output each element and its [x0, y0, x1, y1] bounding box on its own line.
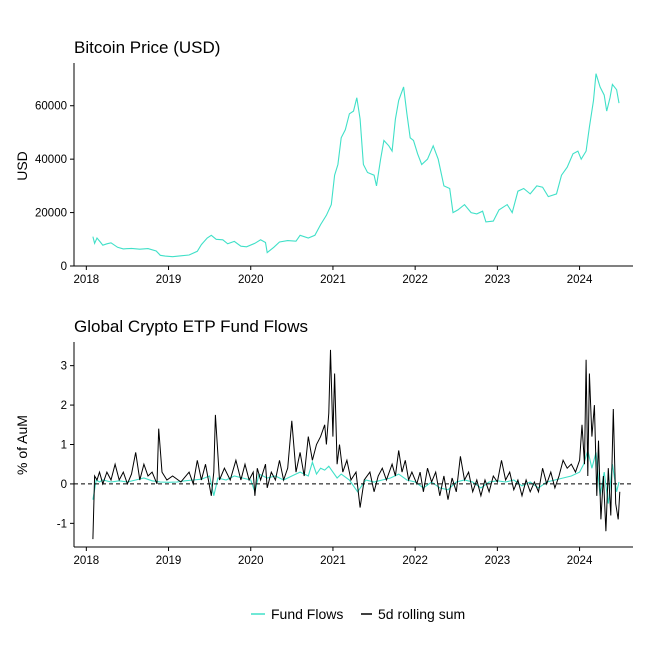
flows-x-tick-label: 2023 [485, 555, 511, 567]
legend: Fund Flows 5d rolling sum [251, 606, 465, 622]
price-y-axis-label: USD [14, 151, 30, 181]
price-x-tick-label: 2021 [320, 274, 346, 286]
price-x-tick-label: 2019 [156, 274, 182, 286]
flows-x-tick-label: 2021 [320, 555, 346, 567]
price-y-tick-label: 60000 [35, 101, 67, 113]
price-x-tick-label: 2020 [238, 274, 264, 286]
flows-y-ticks: -1 0 1 2 3 [57, 361, 74, 530]
flows-chart-title: Global Crypto ETP Fund Flows [74, 317, 308, 336]
fund-flows-panel: Global Crypto ETP Fund Flows % of AuM -1… [14, 317, 633, 567]
price-x-ticks: 2018 2019 2020 2021 2022 2023 2024 [74, 266, 593, 286]
flows-y-tick-label: 0 [61, 479, 67, 491]
flows-x-tick-label: 2020 [238, 555, 264, 567]
fund-flows-series-line [92, 448, 620, 504]
flows-x-tick-label: 2019 [156, 555, 182, 567]
bitcoin-price-panel: Bitcoin Price (USD) USD 0 20000 40000 60000… [14, 38, 633, 286]
rolling-sum-series-line [92, 349, 621, 540]
legend-label-fund-flows: Fund Flows [271, 606, 343, 622]
flows-y-tick-label: 2 [61, 400, 67, 412]
flows-x-ticks: 2018 2019 2020 2021 2022 2023 2024 [74, 547, 593, 567]
flows-y-axis-label: % of AuM [14, 415, 30, 475]
price-y-ticks: 0 20000 40000 60000 [35, 101, 74, 273]
flows-x-tick-label: 2024 [567, 555, 593, 567]
price-chart-title: Bitcoin Price (USD) [74, 38, 220, 57]
bitcoin-price-series-line [92, 73, 620, 258]
price-x-tick-label: 2024 [567, 274, 593, 286]
price-x-tick-label: 2022 [402, 274, 428, 286]
flows-x-tick-label: 2018 [74, 555, 100, 567]
flows-x-tick-label: 2022 [402, 555, 428, 567]
price-x-tick-label: 2023 [485, 274, 511, 286]
price-y-tick-label: 20000 [35, 208, 67, 220]
flows-y-tick-label: -1 [57, 518, 67, 530]
price-x-tick-label: 2018 [74, 274, 100, 286]
price-y-tick-label: 40000 [35, 154, 67, 166]
price-y-tick-label: 0 [61, 261, 67, 273]
legend-label-rolling-sum: 5d rolling sum [378, 606, 465, 622]
flows-y-tick-label: 3 [61, 361, 67, 373]
flows-y-tick-label: 1 [61, 440, 67, 452]
